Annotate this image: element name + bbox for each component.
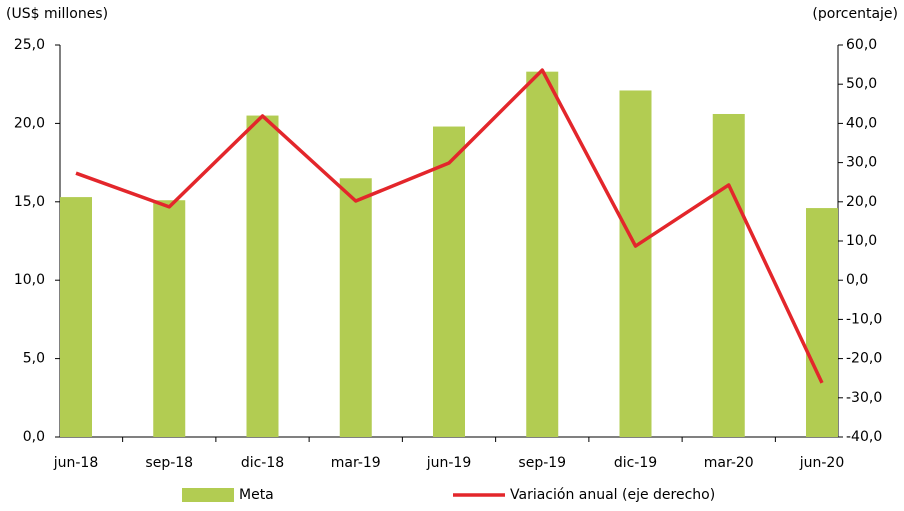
- y2-tick-label: 10,0: [846, 233, 877, 249]
- legend-label: Variación anual (eje derecho): [510, 487, 715, 503]
- x-tick-label: mar-19: [331, 455, 381, 471]
- bar: [339, 178, 372, 437]
- y2-tick-label: 0,0: [846, 272, 868, 288]
- bar: [433, 126, 465, 437]
- y-axis-label: (US$ millones): [6, 6, 108, 22]
- bar: [619, 90, 652, 438]
- legend-swatch: [182, 488, 234, 502]
- bar: [153, 200, 186, 437]
- y2-axis-label: (porcentaje): [812, 6, 898, 22]
- x-tick-label: sep-18: [145, 455, 193, 471]
- y2-tick-label: 50,0: [846, 76, 877, 92]
- y2-tick-label: 30,0: [846, 155, 877, 171]
- line: [75, 68, 824, 384]
- y2-tick-label: 40,0: [846, 115, 877, 131]
- x-tick-label: jun-19: [426, 455, 472, 471]
- bar: [526, 71, 559, 437]
- y2-tick-label: 60,0: [846, 37, 877, 53]
- y-tick-label: 5,0: [23, 351, 45, 367]
- bar: [806, 208, 838, 437]
- bar: [60, 197, 92, 437]
- x-tick-label: dic-19: [614, 455, 657, 471]
- x-tick-label: dic-18: [241, 455, 284, 471]
- x-tick-label: jun-18: [53, 455, 99, 471]
- y2-tick-label: -10,0: [846, 311, 882, 327]
- y2-tick-label: -30,0: [846, 390, 882, 406]
- y-tick-label: 25,0: [14, 37, 45, 53]
- x-tick-label: jun-20: [799, 455, 845, 471]
- y-tick-label: 0,0: [23, 429, 45, 445]
- bar: [712, 113, 745, 437]
- y2-tick-label: 20,0: [846, 194, 877, 210]
- y-tick-label: 10,0: [14, 272, 45, 288]
- y2-tick-label: -20,0: [846, 351, 882, 367]
- y-tick-label: 20,0: [14, 115, 45, 131]
- bar: [246, 115, 279, 437]
- y2-tick-label: -40,0: [846, 429, 882, 445]
- y-tick-label: 15,0: [14, 194, 45, 210]
- x-tick-label: mar-20: [704, 455, 754, 471]
- legend-label: Meta: [239, 487, 274, 503]
- x-tick-label: sep-19: [518, 455, 566, 471]
